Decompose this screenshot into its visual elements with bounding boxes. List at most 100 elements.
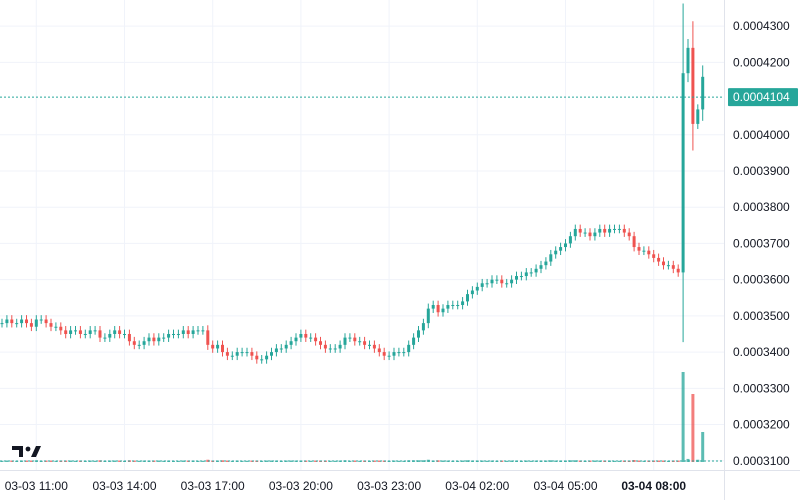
candle bbox=[270, 347, 273, 361]
volume-bar bbox=[265, 460, 269, 462]
candle bbox=[539, 260, 543, 274]
volume-bar bbox=[250, 460, 254, 462]
candle bbox=[686, 38, 690, 83]
candle-body bbox=[515, 276, 518, 280]
candle bbox=[377, 344, 381, 357]
candle-body bbox=[152, 337, 156, 342]
candle bbox=[431, 300, 435, 313]
candle bbox=[274, 344, 278, 357]
candle bbox=[593, 228, 597, 241]
grid bbox=[0, 0, 724, 470]
price-axis[interactable]: 0.0004300 0.0004200 0.0004000 0.0003900 0.00… bbox=[724, 0, 799, 500]
candle bbox=[568, 231, 572, 248]
candle-body bbox=[681, 73, 685, 273]
time-axis[interactable]: 03-03 11:00 03-03 14:00 03-03 17:00 03-03 2… bbox=[0, 470, 800, 494]
candle bbox=[69, 326, 73, 339]
candle bbox=[108, 329, 112, 342]
candle bbox=[5, 315, 9, 328]
candle bbox=[25, 315, 28, 328]
candle bbox=[583, 228, 587, 237]
candle-body bbox=[54, 326, 58, 328]
candle-body bbox=[382, 352, 386, 356]
candle-body bbox=[696, 109, 700, 124]
candle bbox=[74, 326, 77, 335]
price-tick-label: 0.0003800 bbox=[733, 200, 790, 214]
price-tick-label: 0.0003600 bbox=[733, 273, 790, 287]
candle-body bbox=[372, 344, 376, 349]
candle bbox=[265, 351, 269, 364]
candle-body bbox=[44, 319, 48, 324]
candle bbox=[255, 351, 259, 364]
candle-body bbox=[127, 333, 131, 342]
candle-body bbox=[328, 348, 332, 350]
candle bbox=[627, 228, 631, 241]
candle bbox=[88, 326, 92, 339]
candle-body bbox=[554, 250, 558, 255]
volume-bar bbox=[289, 460, 293, 462]
candle bbox=[588, 228, 592, 241]
candle-body bbox=[103, 337, 107, 339]
candle bbox=[289, 336, 293, 350]
candle bbox=[103, 333, 107, 342]
volume-bar bbox=[44, 460, 48, 462]
candle bbox=[632, 231, 636, 252]
candle bbox=[681, 3, 685, 343]
candle-body bbox=[505, 283, 509, 285]
candle-body bbox=[701, 76, 705, 110]
candle bbox=[642, 246, 646, 256]
candle-body bbox=[470, 290, 474, 295]
volume-bar bbox=[417, 460, 420, 462]
candle-body bbox=[524, 272, 528, 277]
volume-bar bbox=[510, 460, 514, 462]
tradingview-logo[interactable] bbox=[12, 446, 41, 457]
candle-body bbox=[49, 323, 53, 327]
candle bbox=[426, 303, 430, 329]
candle bbox=[191, 326, 195, 339]
candle bbox=[142, 336, 146, 350]
time-tick-label: 03-03 14:00 bbox=[92, 479, 156, 493]
candle bbox=[691, 21, 695, 151]
tradingview-logo-mark bbox=[12, 446, 23, 457]
candle bbox=[417, 326, 420, 342]
candle-body bbox=[495, 279, 499, 281]
candle-body bbox=[113, 330, 117, 334]
candle-body bbox=[191, 330, 195, 334]
candle-body bbox=[598, 228, 602, 233]
candle-body bbox=[544, 261, 548, 266]
candle-body bbox=[652, 254, 656, 258]
candle-body bbox=[417, 330, 420, 338]
candle bbox=[456, 300, 460, 310]
candle bbox=[39, 315, 43, 324]
candle-body bbox=[162, 337, 166, 339]
candle bbox=[152, 333, 156, 346]
candle bbox=[20, 315, 24, 328]
candle-body bbox=[573, 228, 577, 237]
candle-body bbox=[186, 330, 190, 334]
candle bbox=[211, 340, 215, 353]
volume-bar bbox=[701, 432, 705, 462]
candle-body bbox=[29, 323, 33, 327]
candle-body bbox=[74, 330, 77, 332]
candle bbox=[172, 329, 175, 339]
candle-body bbox=[412, 337, 416, 345]
volume-bar bbox=[676, 460, 680, 462]
volume-bar bbox=[270, 460, 273, 462]
volume-bar bbox=[573, 460, 577, 462]
candle bbox=[348, 333, 352, 342]
candle-body bbox=[123, 333, 126, 335]
price-tick-label: 0.0003200 bbox=[733, 418, 790, 432]
candle bbox=[176, 329, 180, 339]
volume-bar bbox=[505, 460, 509, 462]
candle bbox=[309, 333, 313, 342]
candle-body bbox=[201, 330, 205, 332]
candle-body bbox=[98, 330, 102, 338]
candle bbox=[382, 347, 386, 361]
candle bbox=[93, 326, 97, 335]
candle-body bbox=[147, 337, 151, 342]
volume-bar bbox=[554, 460, 558, 462]
candle bbox=[402, 347, 406, 357]
volume-bar bbox=[377, 460, 381, 462]
candle-body bbox=[529, 272, 533, 274]
